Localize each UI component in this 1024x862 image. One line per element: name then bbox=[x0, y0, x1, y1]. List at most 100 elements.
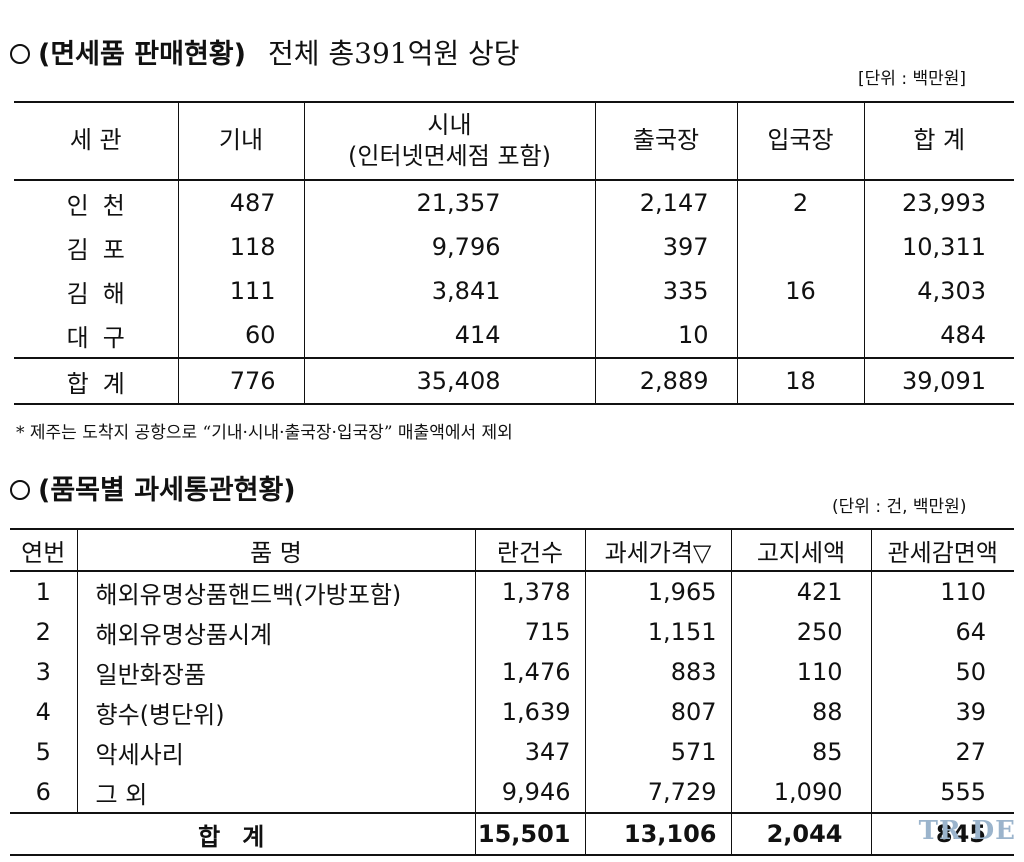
table-row: 1 해외유명상품핸드백(가방포함) 1,378 1,965 421 110 bbox=[10, 571, 1014, 612]
cell-reduction: 39 bbox=[870, 692, 1014, 732]
cell-count: 715 bbox=[474, 612, 585, 652]
table-row: 대구 60 414 10 484 bbox=[14, 313, 1014, 358]
cell-total: 4,303 bbox=[863, 269, 1014, 313]
total-arrival: 18 bbox=[736, 357, 864, 404]
header-no: 연번 bbox=[10, 529, 77, 572]
cell-price: 1,151 bbox=[584, 612, 731, 652]
cell-inflight: 118 bbox=[177, 225, 304, 269]
cell-inflight: 111 bbox=[177, 269, 304, 313]
table-row: 3 일반화장품 1,476 883 110 50 bbox=[10, 652, 1014, 692]
section2-title: (품목별 과세통관현황) bbox=[10, 468, 296, 507]
table-row: 2 해외유명상품시계 715 1,151 250 64 bbox=[10, 612, 1014, 652]
cell-count: 1,476 bbox=[474, 652, 585, 692]
cell-arrival: 2 bbox=[736, 180, 864, 225]
cell-tax: 88 bbox=[730, 692, 871, 732]
cell-count: 1,378 bbox=[474, 571, 585, 612]
cell-no: 5 bbox=[35, 738, 51, 766]
cell-reduction: 50 bbox=[870, 652, 1014, 692]
cell-price: 1,965 bbox=[584, 571, 731, 612]
total-tax: 2,044 bbox=[730, 812, 871, 855]
circle-bullet-icon bbox=[10, 44, 30, 64]
total-row: 합계 15,501 13,106 2,044 845 bbox=[10, 812, 1014, 855]
section1-title: (면세품 판매현황) 전체 총391억원 상당 bbox=[10, 32, 520, 72]
table-row: 4 향수(병단위) 1,639 807 88 39 bbox=[10, 692, 1014, 732]
cell-item-name: 향수(병단위) bbox=[76, 692, 475, 732]
cell-tax: 85 bbox=[730, 732, 871, 772]
cell-downtown: 414 bbox=[303, 313, 595, 358]
cell-no: 2 bbox=[35, 618, 51, 646]
cell-downtown: 9,796 bbox=[303, 225, 595, 269]
cell-reduction: 64 bbox=[870, 612, 1014, 652]
cell-reduction: 555 bbox=[870, 772, 1014, 813]
section2-heading: (품목별 과세통관현황) bbox=[38, 475, 296, 506]
cell-downtown: 3,841 bbox=[303, 269, 595, 313]
cell-no: 3 bbox=[35, 658, 51, 686]
cell-count: 1,639 bbox=[474, 692, 585, 732]
header-reduction: 관세감면액 bbox=[870, 529, 1014, 572]
table-row: 김포 118 9,796 397 10,311 bbox=[14, 225, 1014, 269]
cell-tax: 250 bbox=[730, 612, 871, 652]
total-label: 합계 bbox=[10, 812, 475, 855]
total-label: 합계 bbox=[14, 357, 178, 404]
row-label: 대구 bbox=[66, 323, 139, 352]
header-tax-amount: 고지세액 bbox=[730, 529, 871, 572]
header-count: 란건수 bbox=[474, 529, 585, 572]
cell-departure: 335 bbox=[594, 269, 737, 313]
row-label: 김포 bbox=[66, 235, 139, 264]
cell-item-name: 악세사리 bbox=[76, 732, 475, 772]
row-label: 인천 bbox=[66, 191, 139, 220]
cell-item-name: 일반화장품 bbox=[76, 652, 475, 692]
cell-downtown: 21,357 bbox=[303, 180, 595, 225]
section1-unit: [단위 : 백만원] bbox=[858, 69, 966, 89]
cell-reduction: 27 bbox=[870, 732, 1014, 772]
cell-price: 571 bbox=[584, 732, 731, 772]
watermark-logo: TR DE bbox=[918, 816, 1016, 846]
cell-price: 7,729 bbox=[584, 772, 731, 813]
cell-count: 347 bbox=[474, 732, 585, 772]
cell-tax: 110 bbox=[730, 652, 871, 692]
cell-total: 23,993 bbox=[863, 180, 1014, 225]
header-departure: 출국장 bbox=[594, 102, 737, 181]
cell-departure: 397 bbox=[594, 225, 737, 269]
table-row: 6 그 외 9,946 7,729 1,090 555 bbox=[10, 772, 1014, 813]
cell-total: 484 bbox=[863, 313, 1014, 358]
section1-heading: (면세품 판매현황) bbox=[38, 39, 246, 70]
cell-item-name: 그 외 bbox=[76, 772, 475, 813]
cell-arrival bbox=[736, 313, 864, 358]
header-total: 합 계 bbox=[863, 102, 1014, 181]
cell-count: 9,946 bbox=[474, 772, 585, 813]
duty-free-sales-table: 세 관 기내 시내 (인터넷면세점 포함) 출국장 입국장 합 계 인천 487… bbox=[14, 101, 1014, 405]
footnote: * 제주는 도착지 공항으로 “기내·시내·출국장·입국장” 매출액에서 제외 bbox=[16, 423, 513, 443]
table-row: 인천 487 21,357 2,147 2 23,993 bbox=[14, 180, 1014, 225]
cell-no: 4 bbox=[35, 698, 51, 726]
cell-inflight: 487 bbox=[177, 180, 304, 225]
cell-item-name: 해외유명상품핸드백(가방포함) bbox=[76, 571, 475, 612]
total-inflight: 776 bbox=[177, 357, 304, 404]
cell-item-name: 해외유명상품시계 bbox=[76, 612, 475, 652]
section2-unit: (단위 : 건, 백만원) bbox=[832, 497, 967, 517]
total-total: 39,091 bbox=[863, 357, 1014, 404]
cell-price: 807 bbox=[584, 692, 731, 732]
header-arrival: 입국장 bbox=[736, 102, 864, 181]
cell-departure: 2,147 bbox=[594, 180, 737, 225]
total-departure: 2,889 bbox=[594, 357, 737, 404]
cell-departure: 10 bbox=[594, 313, 737, 358]
cell-no: 1 bbox=[35, 578, 51, 606]
table-header-row: 연번 품 명 란건수 과세가격▽ 고지세액 관세감면액 bbox=[10, 529, 1014, 572]
circle-bullet-icon bbox=[10, 480, 30, 500]
header-inflight: 기내 bbox=[177, 102, 304, 181]
taxed-clearance-table: 연번 품 명 란건수 과세가격▽ 고지세액 관세감면액 1 해외유명상품핸드백(… bbox=[10, 528, 1014, 856]
header-taxable-price: 과세가격▽ bbox=[584, 529, 731, 572]
total-count: 15,501 bbox=[474, 812, 585, 855]
table-row: 김해 111 3,841 335 16 4,303 bbox=[14, 269, 1014, 313]
cell-price: 883 bbox=[584, 652, 731, 692]
total-row: 합계 776 35,408 2,889 18 39,091 bbox=[14, 357, 1014, 404]
total-reduction: 845 bbox=[870, 812, 1014, 855]
table-header-row: 세 관 기내 시내 (인터넷면세점 포함) 출국장 입국장 합 계 bbox=[14, 102, 1014, 181]
cell-arrival: 16 bbox=[736, 269, 864, 313]
total-price: 13,106 bbox=[584, 812, 731, 855]
total-downtown: 35,408 bbox=[303, 357, 595, 404]
header-customs: 세 관 bbox=[14, 102, 178, 181]
cell-tax: 421 bbox=[730, 571, 871, 612]
cell-arrival bbox=[736, 225, 864, 269]
